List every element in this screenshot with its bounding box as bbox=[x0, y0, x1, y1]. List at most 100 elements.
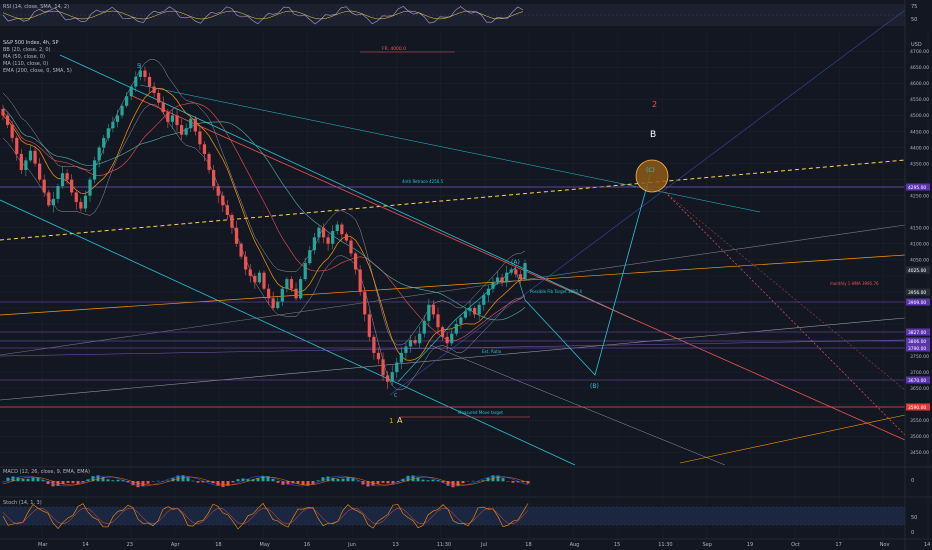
price-badge bbox=[906, 266, 930, 274]
candle-body bbox=[509, 269, 513, 273]
macd-bar bbox=[216, 481, 220, 486]
time-tick-label: 14 bbox=[924, 542, 930, 548]
price-badge-label: 3827.00 bbox=[908, 330, 926, 336]
candle-body bbox=[24, 160, 28, 170]
legend-symbol[interactable]: S&P 500 Index, 4h, SP bbox=[3, 40, 59, 46]
macd-bar bbox=[296, 481, 300, 484]
candle-body bbox=[445, 336, 449, 344]
macd-bar bbox=[416, 477, 420, 482]
macd-bar bbox=[256, 477, 260, 482]
price-badge-label: 4295.00 bbox=[908, 185, 926, 191]
top-range-label: FR. 4000.0 bbox=[382, 46, 406, 52]
candle-body bbox=[367, 314, 371, 337]
candle-body bbox=[505, 272, 509, 283]
candle-body bbox=[276, 301, 280, 308]
macd-bar bbox=[291, 481, 295, 484]
legend-ma50[interactable]: MA (50, close, 0) bbox=[3, 54, 46, 60]
wave-1-label: 1 bbox=[389, 417, 393, 425]
candle-body bbox=[51, 198, 55, 206]
macd-bar bbox=[131, 481, 135, 486]
candles bbox=[1, 63, 527, 389]
wave-c-label: C bbox=[394, 393, 398, 399]
macd-bar bbox=[336, 479, 340, 482]
candle-body bbox=[179, 125, 184, 135]
candle-body bbox=[312, 237, 316, 251]
candle-body bbox=[42, 179, 46, 193]
legend-bb[interactable]: BB (20, close, 2, 0) bbox=[3, 47, 51, 53]
macd-bar bbox=[271, 478, 275, 482]
candle-body bbox=[422, 320, 426, 334]
macd-bar bbox=[221, 481, 225, 488]
candle-body bbox=[88, 179, 92, 196]
mid-label: Possible Fib Target 3892.4 bbox=[530, 289, 582, 294]
legend-ma110[interactable]: MA (110, close, 0) bbox=[3, 61, 49, 67]
main-legend[interactable]: S&P 500 Index, 4h, SP BB (20, close, 2, … bbox=[3, 40, 72, 75]
legend-ema200[interactable]: EMA (200, close, 0, SMA, 5) bbox=[3, 68, 72, 74]
wave-path bbox=[397, 267, 526, 383]
stoch-tick-0: 0 bbox=[911, 530, 914, 536]
candle-body bbox=[125, 96, 129, 106]
price-badge-label: 3806.00 bbox=[908, 339, 926, 345]
candle-body bbox=[97, 147, 101, 161]
price-tick-label: 4700.00 bbox=[910, 49, 929, 55]
time-tick-label: 13 bbox=[392, 542, 398, 548]
orange-trendline bbox=[0, 254, 906, 316]
macd-label[interactable]: MACD (12, 26, close, 9, EMA, EMA) bbox=[3, 469, 90, 475]
candle-body bbox=[56, 186, 60, 199]
macd-bar bbox=[371, 481, 375, 486]
price-badge bbox=[906, 344, 930, 352]
rsi-label[interactable]: RSI (14, close, SMA, 14, 2) bbox=[3, 4, 70, 10]
orange-lower-line bbox=[679, 414, 906, 464]
macd-bar bbox=[46, 481, 50, 484]
time-tick-label: Oct bbox=[791, 542, 800, 548]
macd-bar bbox=[36, 477, 40, 482]
candle-body bbox=[115, 115, 120, 122]
candle-body bbox=[486, 288, 490, 296]
candle-body bbox=[285, 279, 289, 289]
macd-bar bbox=[136, 481, 140, 488]
macd-bar bbox=[206, 481, 210, 483]
rsi-tick-50: 50 bbox=[911, 17, 917, 23]
time-tick-label: 17 bbox=[835, 542, 841, 548]
candle-body bbox=[523, 263, 527, 280]
macd-bar bbox=[171, 478, 175, 482]
macd-bar bbox=[346, 477, 350, 482]
candle-body bbox=[38, 163, 42, 180]
macd-bar bbox=[511, 481, 515, 483]
time-tick-label: 11:30 bbox=[437, 542, 451, 548]
candle-body bbox=[129, 86, 133, 97]
macd-bar bbox=[281, 481, 285, 485]
price-badge-label: 3670.00 bbox=[908, 378, 926, 384]
candle-body bbox=[10, 125, 14, 138]
fib-label: 4nth Retrace 4250.5 bbox=[402, 179, 444, 184]
candle-body bbox=[340, 224, 344, 235]
macd-bar bbox=[286, 481, 290, 485]
candle-body bbox=[436, 314, 440, 328]
candle-body bbox=[5, 115, 10, 126]
candle-body bbox=[280, 288, 284, 302]
candle-body bbox=[289, 279, 294, 289]
price-tick-label: 3450.00 bbox=[910, 450, 929, 456]
candle-body bbox=[28, 150, 33, 161]
macd-bar bbox=[91, 476, 95, 482]
candle-body bbox=[386, 375, 390, 382]
time-axis[interactable]: Mar 14 23 Apr 18 May 16 Jun 13 11:30 Jul 18 Aug 15 11:… bbox=[38, 542, 930, 548]
price-badge bbox=[906, 403, 930, 411]
candle-body bbox=[262, 272, 266, 289]
stoch-label[interactable]: Stoch (14, 1, 3) bbox=[3, 500, 42, 506]
macd-bar bbox=[496, 475, 500, 482]
projection-red-dashed bbox=[664, 191, 906, 436]
price-tick-label: 4500.00 bbox=[910, 113, 929, 119]
candle-body bbox=[331, 230, 335, 244]
price-axis[interactable]: 3450.00 3500.00 3550.00 3650.00 3700.00 3750.… bbox=[910, 49, 929, 456]
blue-long-trendline bbox=[389, 9, 906, 396]
candle-body bbox=[157, 92, 161, 103]
time-tick-label: Nov bbox=[880, 542, 890, 548]
time-tick-label: Mar bbox=[38, 542, 48, 548]
macd-bar bbox=[321, 477, 325, 482]
candle-body bbox=[143, 70, 147, 77]
channel-top bbox=[59, 54, 636, 321]
macd-bar bbox=[101, 477, 105, 482]
price-badge bbox=[906, 328, 930, 336]
